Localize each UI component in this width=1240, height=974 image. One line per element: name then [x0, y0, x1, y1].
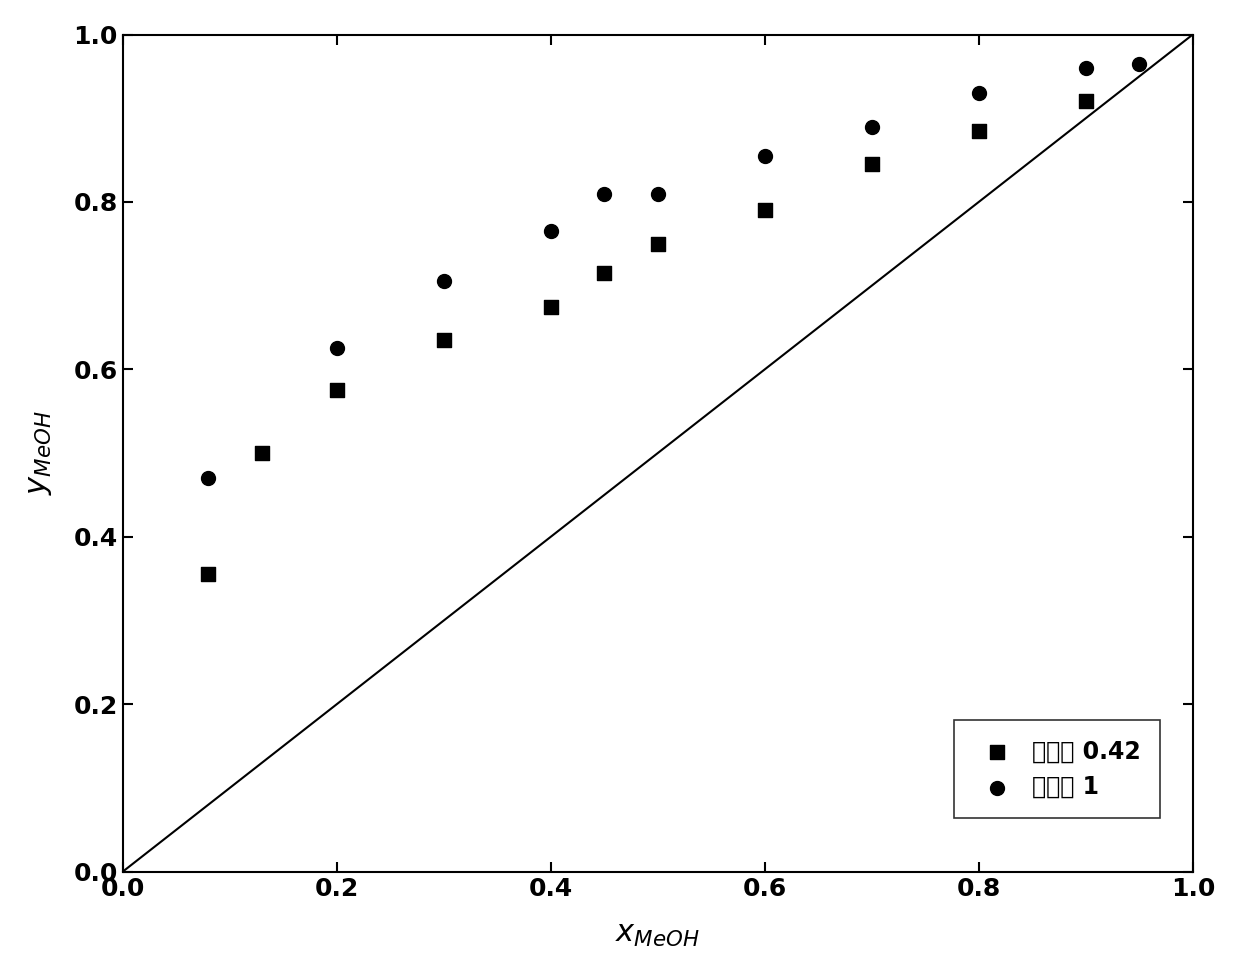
溶剂比 0.42 [252, 445, 272, 461]
溶剂比 1 [327, 341, 347, 356]
溶剂比 0.42 [327, 383, 347, 398]
溶剂比 1 [862, 119, 882, 134]
溶剂比 0.42 [647, 236, 667, 251]
溶剂比 0.42 [1076, 94, 1096, 109]
溶剂比 1 [434, 274, 454, 289]
溶剂比 1 [198, 470, 218, 486]
Legend: 溶剂比 0.42, 溶剂比 1: 溶剂比 0.42, 溶剂比 1 [954, 721, 1159, 818]
溶剂比 0.42 [755, 203, 775, 218]
溶剂比 0.42 [968, 123, 988, 138]
溶剂比 1 [594, 186, 614, 202]
溶剂比 0.42 [862, 157, 882, 172]
溶剂比 1 [1076, 60, 1096, 76]
X-axis label: $\mathit{x}_{MeOH}$: $\mathit{x}_{MeOH}$ [615, 920, 701, 949]
Y-axis label: $\mathit{y}_{MeOH}$: $\mathit{y}_{MeOH}$ [25, 411, 55, 496]
溶剂比 1 [647, 186, 667, 202]
溶剂比 0.42 [198, 567, 218, 582]
溶剂比 0.42 [434, 332, 454, 348]
溶剂比 1 [541, 223, 560, 239]
溶剂比 1 [755, 148, 775, 164]
溶剂比 1 [1130, 56, 1149, 72]
溶剂比 0.42 [594, 265, 614, 281]
溶剂比 1 [968, 86, 988, 101]
溶剂比 0.42 [541, 299, 560, 315]
